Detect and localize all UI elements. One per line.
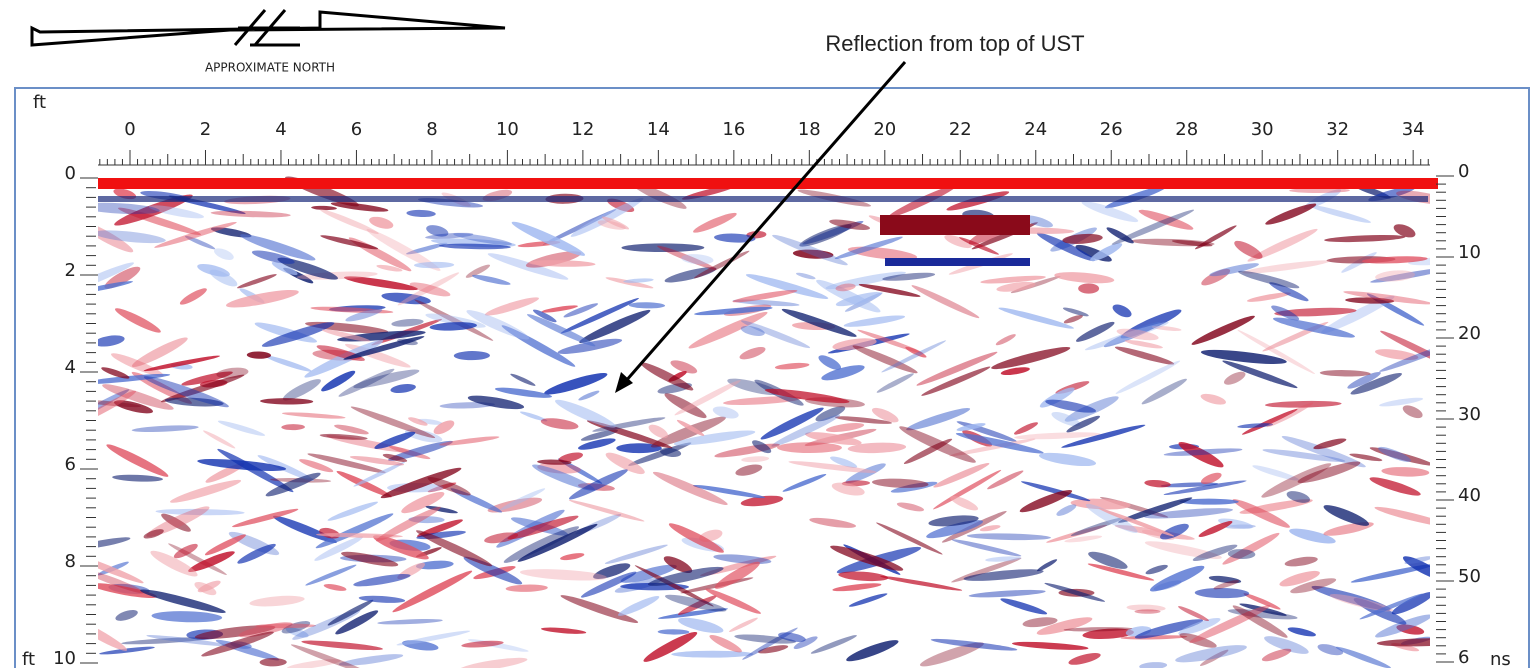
y-left-tick-label: 4 <box>65 357 76 378</box>
x-tick-label: 18 <box>798 119 821 140</box>
x-tick-label: 30 <box>1251 119 1274 140</box>
north-label: APPROXIMATE NORTH <box>205 61 335 75</box>
y-left-tick-label: 8 <box>65 551 76 572</box>
y-left-tick-label: 2 <box>65 260 76 281</box>
y-right-tick-label: 10 <box>1458 242 1481 263</box>
x-axis-unit: ft <box>33 92 46 113</box>
figure: APPROXIMATE NORTH 0246810121416182022242… <box>0 0 1538 668</box>
texture <box>98 196 1428 202</box>
y-right-unit: ns <box>1490 649 1511 668</box>
texture <box>1078 283 1099 293</box>
x-tick-label: 34 <box>1402 119 1425 140</box>
y-right-tick-label: 6 <box>1458 647 1469 668</box>
x-tick-label: 16 <box>722 119 745 140</box>
y-right-tick-label: 0 <box>1458 161 1469 182</box>
y-right-tick-label: 20 <box>1458 323 1481 344</box>
x-tick-label: 28 <box>1175 119 1198 140</box>
x-tick-label: 24 <box>1024 119 1047 140</box>
x-tick-label: 4 <box>275 119 286 140</box>
x-tick-label: 12 <box>571 119 594 140</box>
texture <box>885 258 1030 266</box>
x-tick-label: 22 <box>949 119 972 140</box>
y-right-tick-label: 40 <box>1458 485 1481 506</box>
x-tick-label: 10 <box>496 119 519 140</box>
annotation-text: Reflection from top of UST <box>825 31 1084 56</box>
texture <box>880 215 1030 235</box>
y-left-unit: ft <box>22 649 35 668</box>
x-tick-label: 2 <box>200 119 211 140</box>
north-arrow <box>32 10 505 45</box>
x-tick-label: 6 <box>351 119 362 140</box>
x-tick-label: 0 <box>124 119 135 140</box>
x-tick-label: 20 <box>873 119 896 140</box>
surface-line <box>98 178 1438 189</box>
x-tick-label: 26 <box>1100 119 1123 140</box>
x-tick-label: 8 <box>426 119 437 140</box>
texture <box>1134 609 1160 613</box>
x-tick-label: 32 <box>1326 119 1349 140</box>
y-left-tick-label: 6 <box>65 454 76 475</box>
y-left-tick-label: 0 <box>65 163 76 184</box>
y-right-tick-label: 50 <box>1458 566 1481 587</box>
y-left-tick-label: 10 <box>53 648 76 668</box>
page: {"north_arrow": {"label": "APPROXIMATE N… <box>0 0 1538 668</box>
y-right-tick-label: 30 <box>1458 404 1481 425</box>
x-tick-label: 14 <box>647 119 670 140</box>
